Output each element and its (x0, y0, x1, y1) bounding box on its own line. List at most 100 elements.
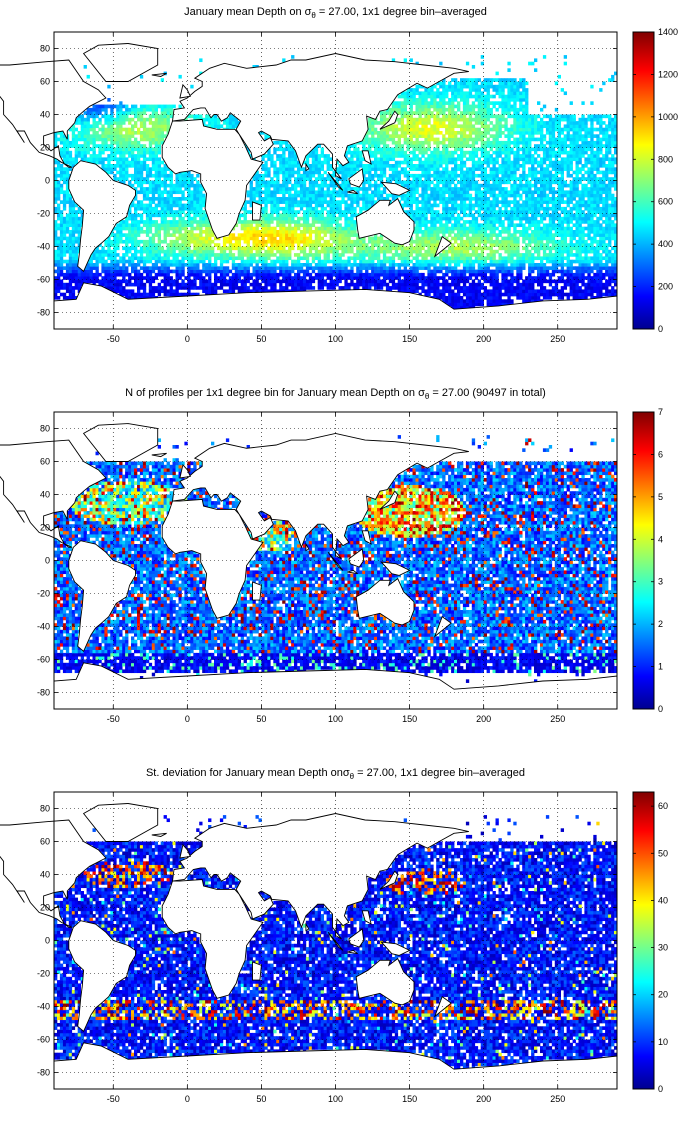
data-cell (484, 237, 487, 241)
data-cell (276, 230, 279, 234)
data-cell (454, 200, 457, 204)
data-cell (96, 266, 99, 270)
data-cell (507, 230, 510, 234)
data-cell (241, 256, 244, 260)
data-cell (534, 187, 537, 191)
data-cell (146, 197, 149, 201)
data-cell (223, 276, 226, 280)
data-cell (442, 200, 445, 204)
data-cell (567, 197, 570, 201)
data-cell (327, 240, 330, 244)
data-cell (66, 270, 69, 274)
data-cell (341, 276, 344, 280)
data-cell (253, 266, 256, 270)
data-cell (193, 194, 196, 198)
data-cell (587, 223, 590, 227)
data-cell (478, 240, 481, 244)
data-cell (339, 266, 342, 270)
data-cell (327, 220, 330, 224)
data-cell (475, 184, 478, 188)
data-cell (463, 197, 466, 201)
data-cell (276, 250, 279, 254)
data-cell (584, 289, 587, 293)
data-cell (205, 280, 208, 284)
data-cell (596, 293, 599, 297)
data-cell (398, 286, 401, 290)
data-cell (573, 237, 576, 241)
data-cell (540, 247, 543, 251)
data-cell (605, 190, 608, 194)
data-cell (596, 247, 599, 251)
data-cell (347, 197, 350, 201)
data-cell (599, 181, 602, 185)
data-cell (590, 190, 593, 194)
data-cell (72, 280, 75, 284)
data-cell (540, 240, 543, 244)
data-cell (599, 230, 602, 234)
data-cell (60, 184, 63, 188)
data-cell (273, 217, 276, 221)
data-cell (158, 190, 161, 194)
data-cell (386, 286, 389, 290)
data-cell (131, 230, 134, 234)
data-cell (202, 223, 205, 227)
data-cell (424, 187, 427, 191)
data-cell (424, 194, 427, 198)
data-cell (516, 223, 519, 227)
data-cell (383, 256, 386, 260)
data-cell (611, 273, 614, 277)
data-cell (576, 207, 579, 211)
data-cell (368, 253, 371, 257)
data-cell (454, 299, 457, 303)
data-cell (336, 194, 339, 198)
data-cell (368, 273, 371, 277)
data-cell (294, 187, 297, 191)
data-cell (146, 256, 149, 260)
data-cell (66, 220, 69, 224)
data-cell (427, 286, 430, 290)
data-cell (490, 256, 493, 260)
data-cell (605, 263, 608, 267)
data-cell (466, 190, 469, 194)
data-cell (611, 197, 614, 201)
data-cell (424, 263, 427, 267)
data-cell (253, 240, 256, 244)
data-cell (279, 260, 282, 264)
data-cell (460, 187, 463, 191)
data-cell (279, 230, 282, 234)
data-cell (66, 223, 69, 227)
data-cell (63, 207, 66, 211)
data-cell (519, 181, 522, 185)
data-cell (140, 220, 143, 224)
data-cell (321, 280, 324, 284)
data-cell (223, 270, 226, 274)
data-cell (510, 190, 513, 194)
data-cell (463, 184, 466, 188)
data-cell (75, 283, 78, 287)
data-cell (558, 204, 561, 208)
data-cell (537, 227, 540, 231)
data-cell (519, 217, 522, 221)
data-cell (445, 266, 448, 270)
data-cell (104, 270, 107, 274)
data-cell (324, 256, 327, 260)
data-cell (587, 270, 590, 274)
data-cell (247, 260, 250, 264)
data-cell (282, 247, 285, 251)
data-cell (75, 247, 78, 251)
data-cell (549, 197, 552, 201)
data-cell (181, 184, 184, 188)
data-cell (324, 194, 327, 198)
data-cell (419, 260, 422, 264)
data-cell (510, 194, 513, 198)
data-cell (187, 197, 190, 201)
data-cell (341, 243, 344, 247)
data-cell (72, 266, 75, 270)
data-cell (253, 283, 256, 287)
data-cell (119, 260, 122, 264)
data-cell (528, 190, 531, 194)
data-cell (504, 266, 507, 270)
data-cell (336, 247, 339, 251)
data-cell (63, 276, 66, 280)
data-cell (125, 266, 128, 270)
